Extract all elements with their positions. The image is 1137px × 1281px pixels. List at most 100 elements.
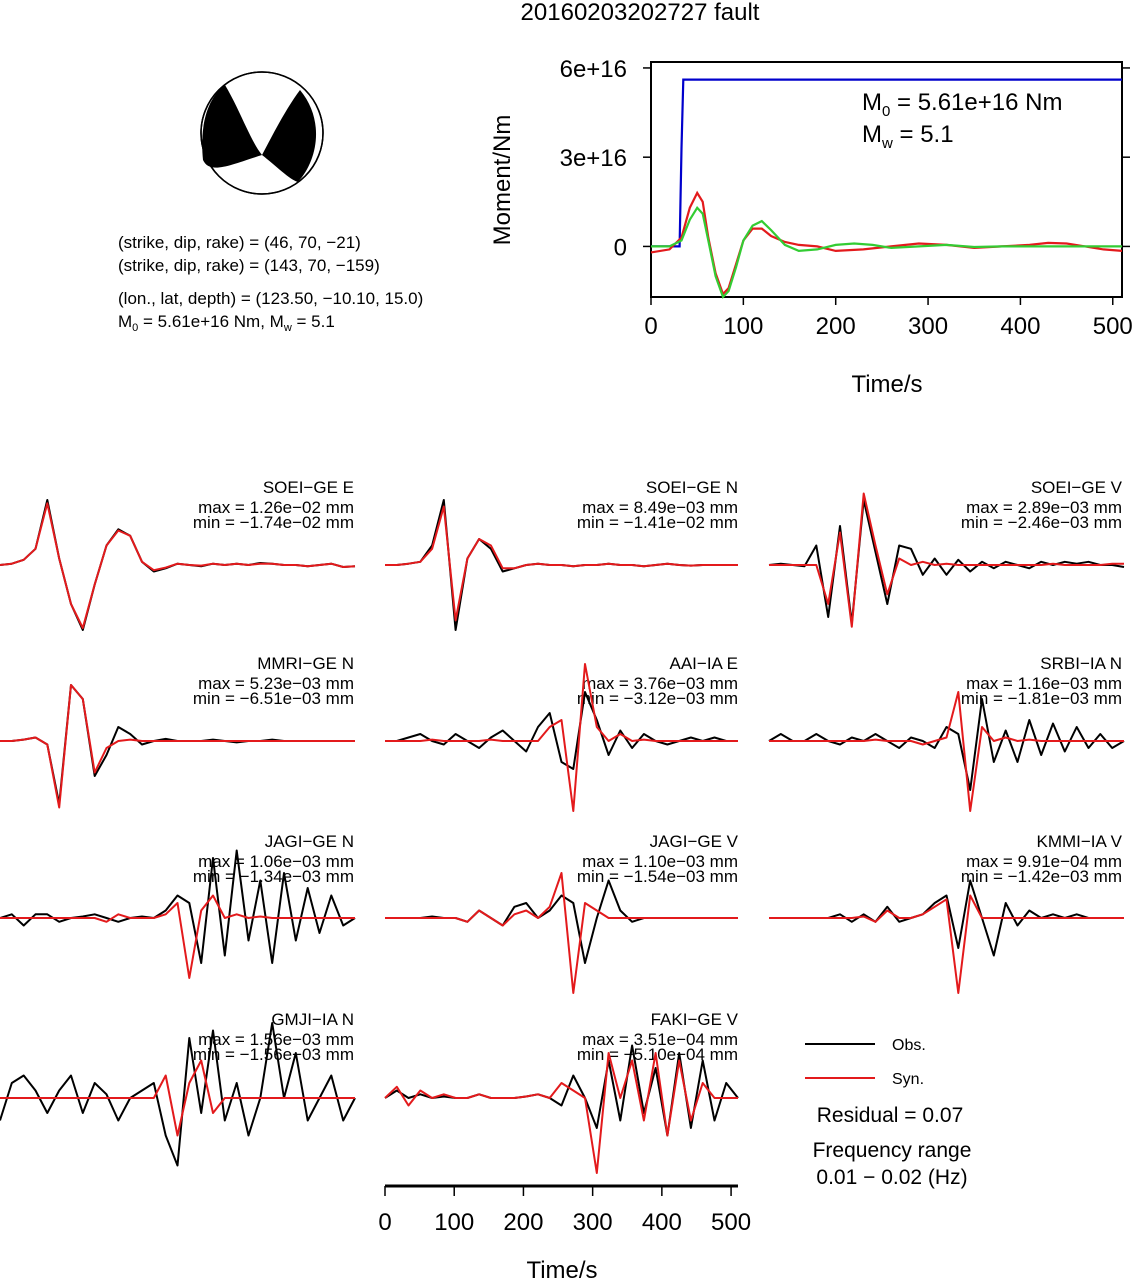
moment-xtick-label: 100 — [723, 313, 763, 340]
observed-trace — [385, 879, 738, 964]
time-xtick-label: 0 — [378, 1209, 391, 1236]
station-min: min = −3.12e−03 mm — [577, 689, 738, 708]
synthetic-trace — [0, 502, 356, 629]
station-max: max = 1.56e−03 mm — [198, 1030, 354, 1049]
synthetic-trace — [769, 492, 1124, 628]
synthetic-trace — [385, 663, 738, 812]
synthetic-trace — [0, 1059, 355, 1137]
waveform-xlabel: Time/s — [526, 1257, 597, 1281]
station-name: SRBI−IA N — [1040, 654, 1122, 673]
moment-summary: M0 = 5.61e+16 Nm, Mw = 5.1 — [118, 312, 335, 334]
waveform-time-axis: Time/s 0 100 200 300 400 500 — [378, 1184, 751, 1281]
synthetic-trace — [0, 684, 355, 809]
station-max: max = 1.10e−03 mm — [582, 852, 738, 871]
moment-rate-synthetic-line — [650, 190, 1123, 297]
focal-mechanism-beachball — [200, 71, 324, 195]
moment-m0-annotation: M0 = 5.61e+16 Nm — [862, 89, 1062, 120]
moment-chart: 0 100 200 300 400 500 0 3e+16 6e+16 Moment/Nm Ti… — [489, 56, 1133, 398]
observed-trace — [0, 849, 356, 964]
station-name: KMMI−IA V — [1037, 832, 1123, 851]
nodal-plane-2: (strike, dip, rake) = (143, 70, −159) — [118, 256, 380, 275]
moment-chart-axes: 0 100 200 300 400 500 0 3e+16 6e+16 — [560, 56, 1133, 340]
observed-trace — [0, 1022, 356, 1167]
station-max: max = 3.76e−03 mm — [582, 674, 738, 693]
station-max: max = 1.26e−02 mm — [198, 498, 354, 517]
frequency-range-value: 0.01 − 0.02 (Hz) — [816, 1166, 967, 1189]
synthetic-trace — [385, 505, 738, 622]
moment-ytick-label: 3e+16 — [560, 145, 627, 172]
station-max: max = 3.51e−04 mm — [582, 1030, 738, 1049]
moment-rate-green-line — [651, 205, 1122, 300]
station-name: JAGI−GE N — [265, 832, 354, 851]
moment-xtick-label: 0 — [644, 313, 657, 340]
station-min: min = −1.56e−03 mm — [193, 1045, 354, 1064]
moment-xtick-label: 200 — [816, 313, 856, 340]
station-max: max = 9.91e−04 mm — [966, 852, 1122, 871]
station-name: JAGI−GE V — [650, 832, 739, 851]
figure-title: 20160203202727 fault — [521, 0, 760, 26]
station-min: min = −6.51e−03 mm — [193, 689, 354, 708]
time-xtick-label: 100 — [434, 1209, 474, 1236]
legend: Obs. Syn. Residual = 0.07 Frequency rang… — [805, 1037, 971, 1189]
observed-trace — [768, 499, 1125, 625]
synthetic-trace — [385, 872, 738, 994]
hypocenter-location: (lon., lat, depth) = (123.50, −10.10, 15… — [118, 289, 423, 308]
time-xtick-label: 500 — [711, 1209, 751, 1236]
moment-ylabel: Moment/Nm — [489, 115, 516, 246]
synthetic-trace — [0, 894, 355, 979]
time-xtick-label: 400 — [642, 1209, 682, 1236]
residual-label: Residual = 0.07 — [817, 1104, 964, 1127]
station-name: SOEI−GE V — [1031, 478, 1123, 497]
moment-ytick-label: 6e+16 — [560, 56, 627, 83]
moment-xtick-label: 300 — [908, 313, 948, 340]
time-xtick-label: 300 — [573, 1209, 613, 1236]
synthetic-trace — [384, 1052, 738, 1174]
station-name: GMJI−IA N — [271, 1010, 354, 1029]
moment-xlabel: Time/s — [851, 371, 922, 398]
moment-mw-annotation: Mw = 5.1 — [862, 121, 954, 152]
station-min: min = −1.81e−03 mm — [961, 689, 1122, 708]
station-max: max = 5.23e−03 mm — [198, 674, 354, 693]
station-max: max = 1.16e−03 mm — [966, 674, 1122, 693]
synthetic-trace — [769, 894, 1124, 994]
station-min: min = −1.54e−03 mm — [577, 867, 738, 886]
station-min: min = −1.42e−03 mm — [961, 867, 1122, 886]
observed-trace — [384, 1044, 739, 1137]
nodal-plane-1: (strike, dip, rake) = (46, 70, −21) — [118, 233, 361, 252]
moment-xtick-label: 400 — [1000, 313, 1040, 340]
mechanism-info: (strike, dip, rake) = (46, 70, −21) (str… — [118, 233, 423, 334]
station-max: max = 8.49e−03 mm — [582, 498, 738, 517]
moment-chart-series — [650, 78, 1123, 300]
moment-xtick-label: 500 — [1093, 313, 1133, 340]
station-name: SOEI−GE E — [263, 478, 354, 497]
synthetic-trace — [769, 691, 1124, 812]
legend-obs-label: Obs. — [892, 1037, 926, 1054]
station-min: min = −1.74e−02 mm — [193, 513, 354, 532]
station-max: max = 2.89e−03 mm — [966, 498, 1122, 517]
station-name: FAKI−GE V — [651, 1010, 739, 1029]
frequency-range-title: Frequency range — [813, 1139, 972, 1162]
legend-syn-label: Syn. — [892, 1071, 924, 1088]
moment-ytick-label: 0 — [614, 234, 627, 261]
station-name: SOEI−GE N — [646, 478, 738, 497]
station-min: min = −2.46e−03 mm — [961, 513, 1122, 532]
station-min: min = −1.41e−02 mm — [577, 513, 738, 532]
moment-chart-frame — [650, 61, 1123, 298]
station-name: MMRI−GE N — [257, 654, 354, 673]
station-name: AAI−IA E — [669, 654, 738, 673]
station-min: min = −5.10e−04 mm — [577, 1045, 738, 1064]
time-xtick-label: 200 — [503, 1209, 543, 1236]
